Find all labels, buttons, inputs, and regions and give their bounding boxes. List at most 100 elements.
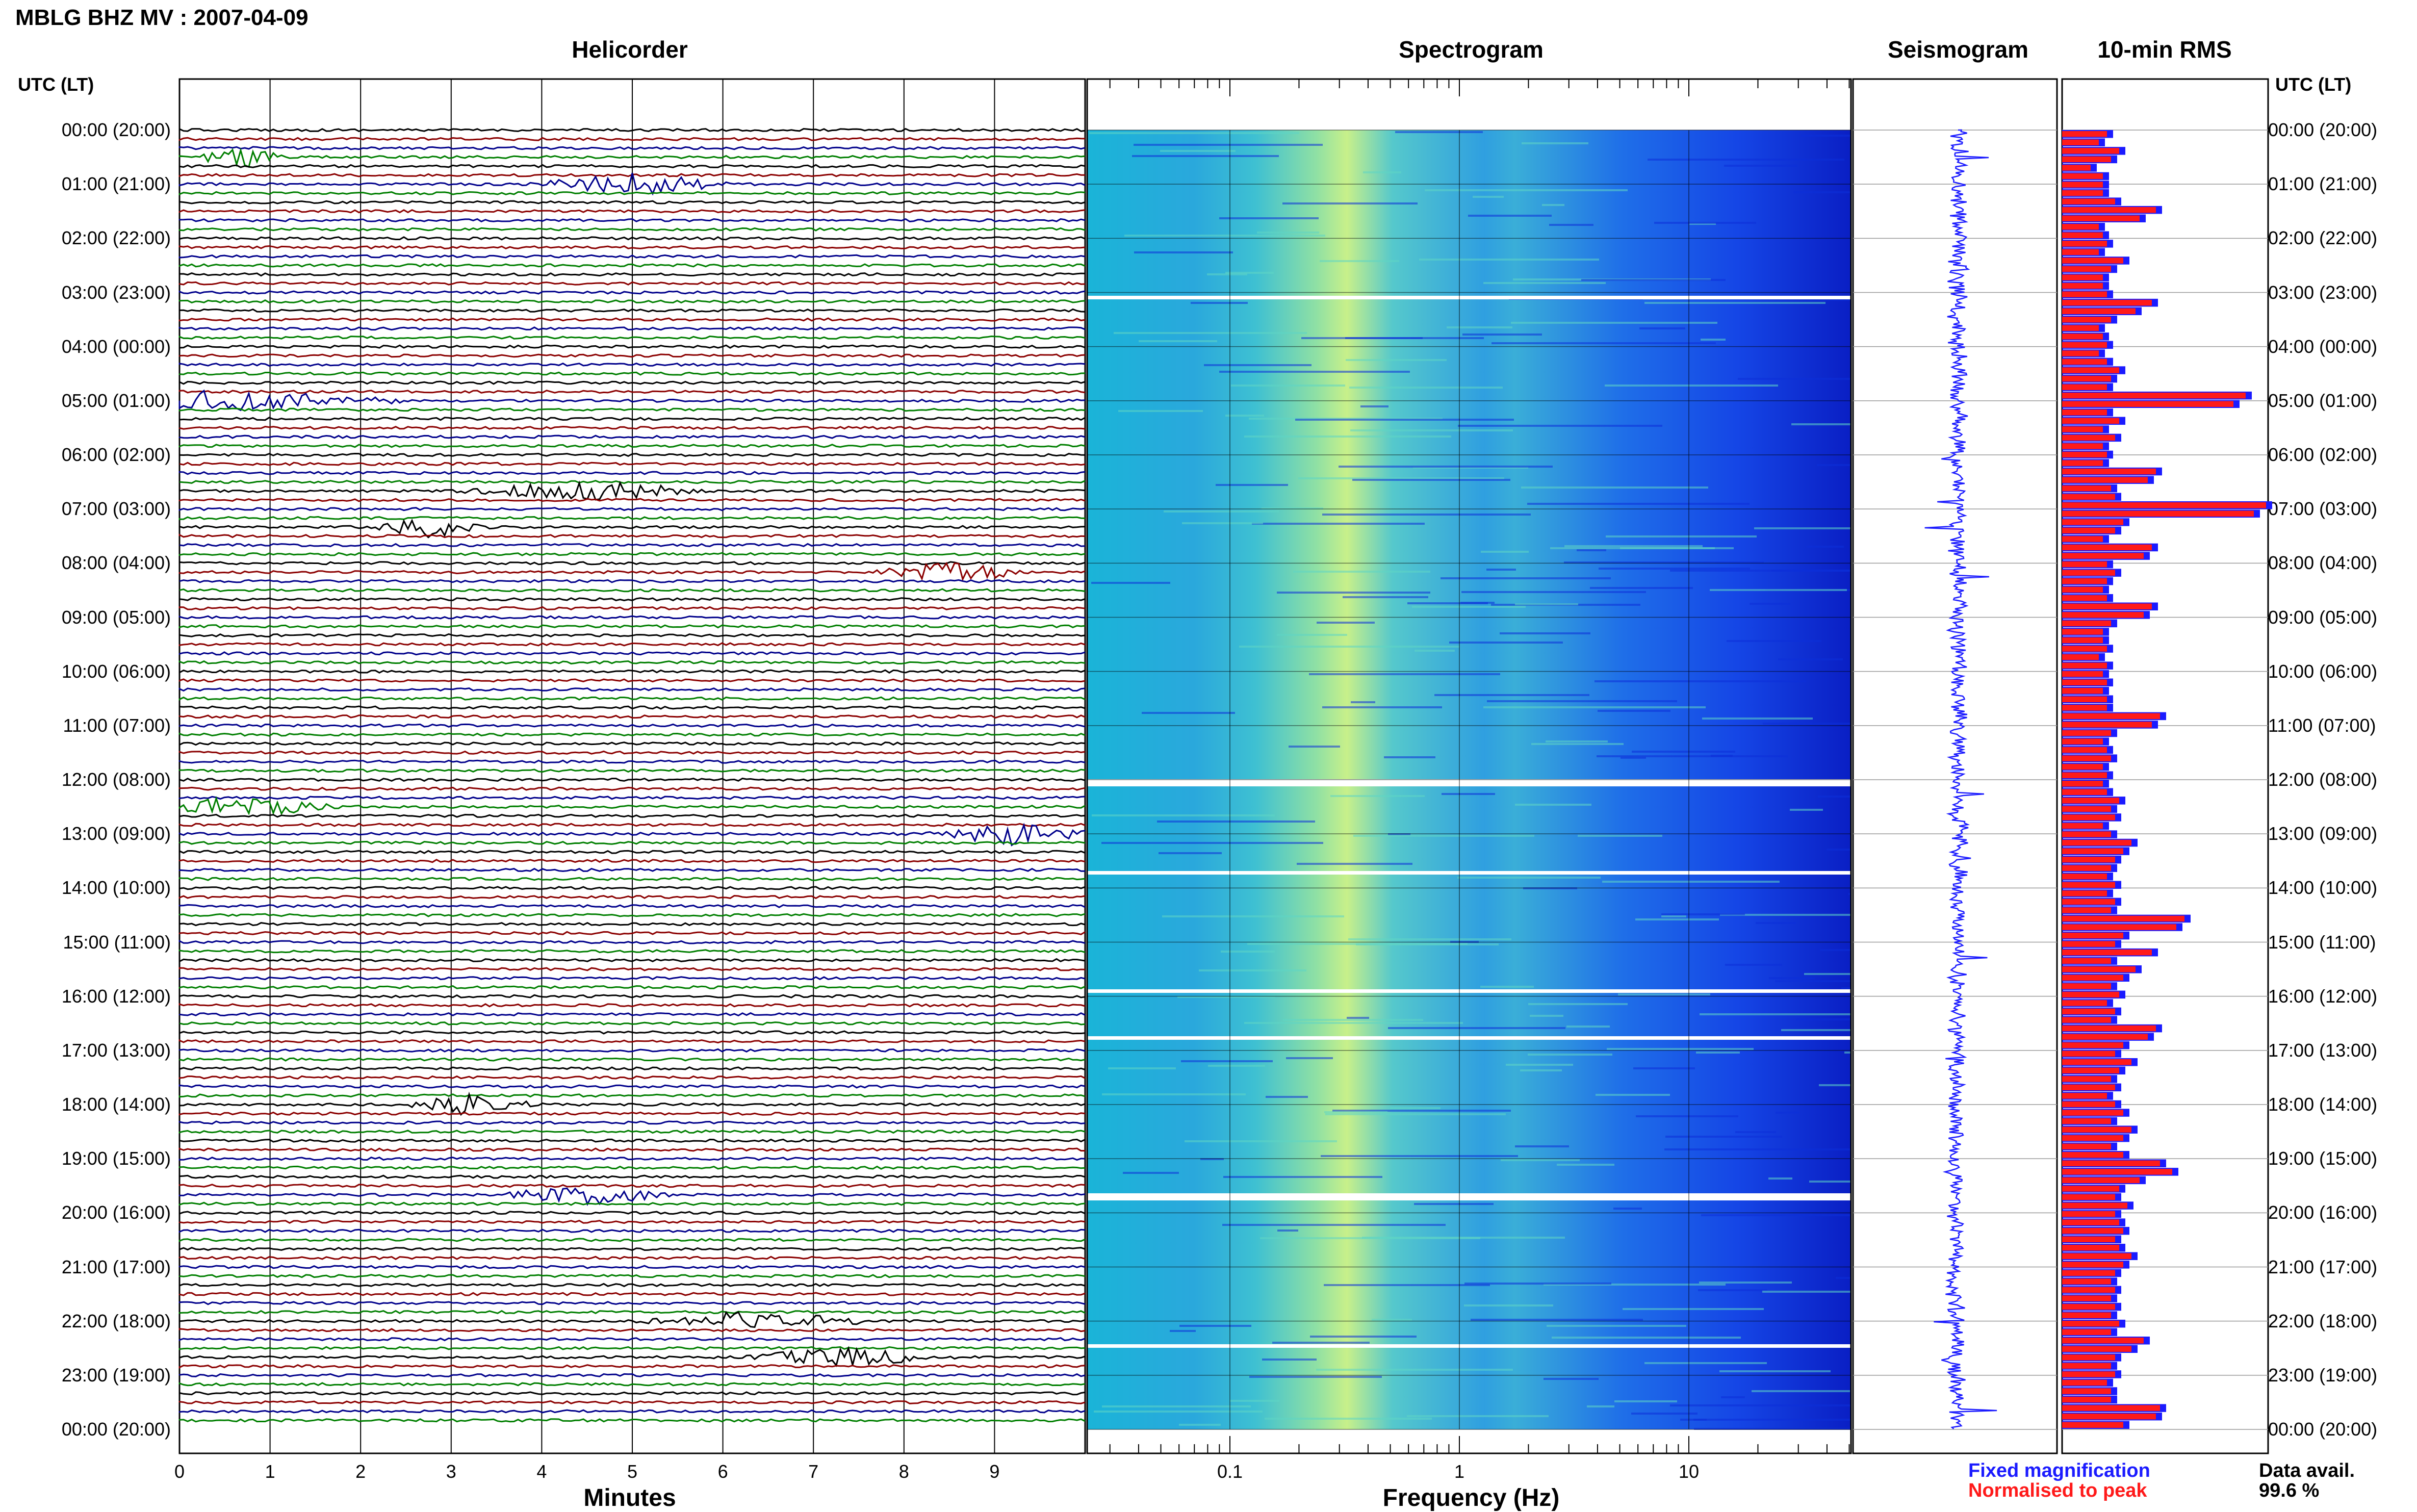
- spectrogram-streak: [1272, 1342, 1370, 1344]
- helicorder-x-tick-label: 0: [174, 1461, 185, 1482]
- spectrogram-streak: [1322, 706, 1442, 708]
- helicorder-trace: [178, 732, 1086, 737]
- rms-bar-normalised: [2062, 1076, 2111, 1082]
- spectrogram-streak: [1775, 980, 1851, 982]
- helicorder-trace: [178, 886, 1086, 890]
- rms-bar-normalised: [2062, 924, 2176, 930]
- spectrogram-streak: [1599, 568, 1750, 570]
- hour-label: 01:00 (21:00): [61, 173, 171, 195]
- hour-label: 02:00 (22:00): [61, 227, 171, 249]
- rms-bar-normalised: [2062, 561, 2107, 568]
- spectrogram-streak: [1362, 1237, 1565, 1239]
- helicorder-trace: [178, 1301, 1086, 1305]
- rms-bar-normalised: [2062, 392, 2246, 399]
- spectrogram-streak: [1587, 1405, 1614, 1407]
- spectrogram-streak: [1711, 755, 1733, 757]
- spectrogram-gap: [1087, 1195, 1851, 1199]
- spectrogram-streak: [1597, 755, 1788, 757]
- spectrogram-streak: [1661, 913, 1745, 915]
- rms-bar-normalised: [2062, 595, 2107, 601]
- spectrogram-streak: [1700, 1013, 1851, 1015]
- rms-bar-normalised: [2062, 485, 2111, 492]
- spectrogram-streak: [1225, 415, 1264, 417]
- rms-bar-normalised: [2062, 1329, 2111, 1335]
- spectrogram-streak: [1827, 849, 1851, 851]
- spectrogram-title: Spectrogram: [1399, 36, 1544, 63]
- rms-bar-normalised: [2062, 983, 2111, 989]
- spectrogram-streak: [1836, 1277, 1851, 1279]
- helicorder-trace: [178, 859, 1086, 863]
- rms-bar-normalised: [2062, 747, 2107, 753]
- helicorder-trace: [178, 1111, 1086, 1116]
- hour-label: 09:00 (05:00): [2268, 606, 2378, 628]
- spectrogram-streak: [1363, 171, 1401, 173]
- helicorder-trace: [178, 1184, 1086, 1188]
- spectrogram-streak: [1219, 371, 1410, 373]
- helicorder-trace: [179, 579, 1086, 583]
- spectrogram-streak: [1725, 964, 1782, 966]
- helicorder-trace: [178, 1211, 1086, 1215]
- hour-label: 05:00 (01:00): [2268, 390, 2378, 411]
- spectrogram-streak: [1468, 215, 1552, 217]
- rms-bar-normalised: [2062, 763, 2103, 770]
- helicorder-trace: [178, 200, 1086, 204]
- rms-bar-normalised: [2062, 1186, 2119, 1192]
- spectrogram-streak: [1123, 1172, 1179, 1174]
- spectrogram-streak: [1480, 986, 1534, 988]
- spectrogram-streak: [1486, 569, 1516, 571]
- spectrogram-streak: [1350, 429, 1513, 431]
- helicorder-trace: [178, 823, 1086, 847]
- rms-bar-normalised: [2062, 823, 2103, 829]
- helicorder-trace: [178, 218, 1086, 223]
- rms-bar-normalised: [2062, 190, 2103, 196]
- helicorder-trace: [179, 462, 1086, 466]
- spectrogram-streak: [1500, 632, 1590, 634]
- rms-bar-normalised: [2062, 1160, 2160, 1166]
- spectrogram-streak: [1492, 342, 1716, 344]
- spectrogram-streak: [1719, 1370, 1831, 1372]
- helicorder-x-tick-label: 1: [265, 1461, 275, 1482]
- helicorder-trace: [178, 660, 1086, 664]
- rms-bar-normalised: [2062, 1405, 2160, 1411]
- rms-bar-normalised: [2062, 409, 2107, 416]
- helicorder-trace: [178, 768, 1086, 773]
- rms-bar-normalised: [2062, 544, 2152, 551]
- spectrogram-streak: [1515, 804, 1591, 806]
- rms-bar-normalised: [2062, 882, 2115, 888]
- rms-bar-normalised: [2062, 350, 2099, 356]
- hour-label: 04:00 (00:00): [61, 336, 171, 357]
- rms-bar-normalised: [2062, 1169, 2172, 1175]
- helicorder-trace: [178, 407, 1086, 412]
- rms-bar-normalised: [2062, 1025, 2156, 1032]
- helicorder-trace: [178, 516, 1086, 520]
- hour-label: 08:00 (04:00): [61, 552, 171, 574]
- helicorder-trace: [178, 209, 1086, 214]
- rms-bar-normalised: [2062, 722, 2152, 728]
- spectrogram-streak: [1546, 740, 1608, 742]
- helicorder-title: Helicorder: [572, 36, 688, 63]
- spectrogram-streak: [1487, 700, 1677, 702]
- helicorder-trace: [178, 191, 1086, 196]
- spectrogram-streak: [1353, 835, 1534, 837]
- rms-bar-normalised: [2062, 232, 2103, 238]
- helicorder-trace: [178, 1066, 1086, 1071]
- hour-label: 06:00 (02:00): [61, 444, 171, 465]
- rms-bar-normalised: [2062, 207, 2156, 213]
- helicorder-trace: [178, 615, 1086, 620]
- rms-bar-normalised: [2062, 586, 2103, 593]
- helicorder-trace: [178, 1283, 1086, 1288]
- spectrogram-streak: [1447, 326, 1512, 328]
- spectrogram-streak: [1092, 814, 1275, 816]
- spectrogram-gap: [1087, 296, 1851, 299]
- helicorder-trace: [178, 939, 1086, 944]
- helicorder-trace: [178, 1346, 1086, 1367]
- spectrogram-streak: [1360, 405, 1389, 407]
- helicorder-trace: [178, 976, 1086, 981]
- rms-bar-normalised: [2062, 738, 2103, 745]
- helicorder-x-tick-label: 7: [808, 1461, 819, 1482]
- helicorder-trace: [178, 1373, 1086, 1377]
- helicorder-panel: [178, 78, 1086, 1454]
- rms-bar-normalised: [2062, 182, 2103, 188]
- rms-bar-normalised: [2062, 553, 2144, 559]
- rms-bar-normalised: [2062, 1287, 2115, 1293]
